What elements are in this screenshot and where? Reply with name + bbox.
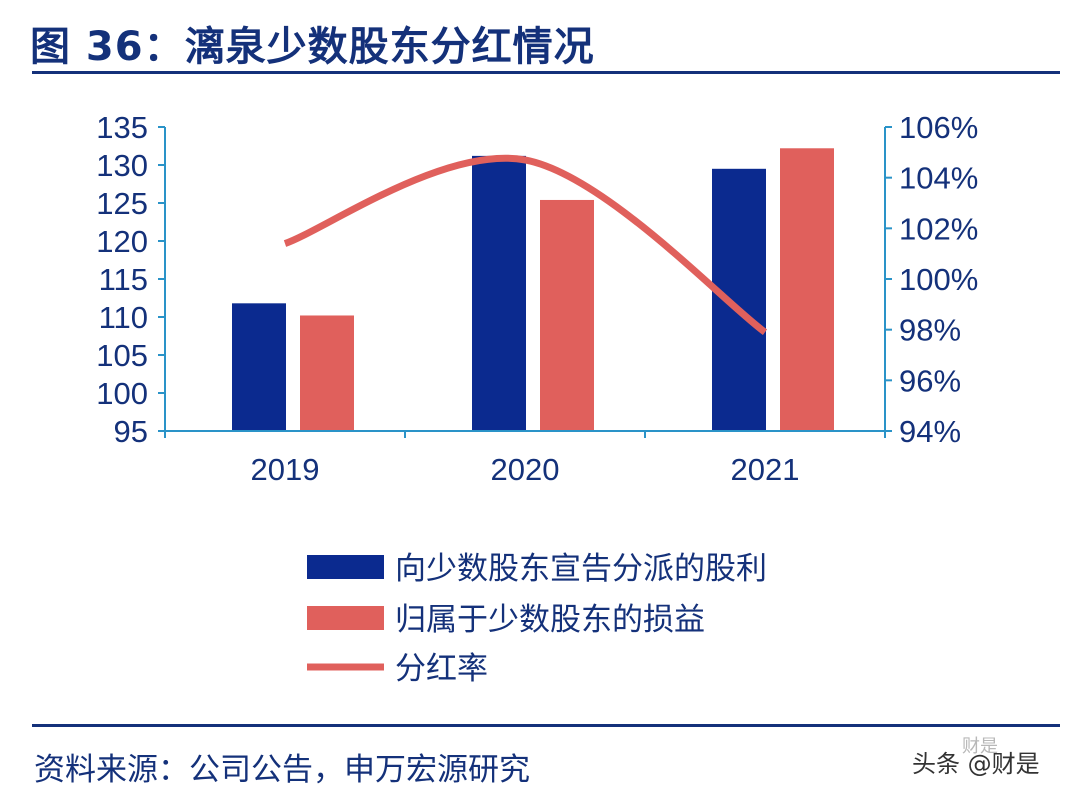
legend-label-0: 向少数股东宣告分派的股利 xyxy=(395,551,767,587)
right-tick-label: 98% xyxy=(899,313,961,348)
left-tick-label: 110 xyxy=(99,300,148,335)
right-tick-label: 100% xyxy=(899,262,978,297)
right-tick-label: 104% xyxy=(899,161,978,196)
legend-swatch-1 xyxy=(307,606,384,630)
bar-dividend-2020 xyxy=(472,155,526,431)
chart-title: 图 36：漓泉少数股东分红情况 xyxy=(30,24,595,70)
legend-label-2: 分红率 xyxy=(395,651,488,687)
source-note: 资料来源：公司公告，申万宏源研究 xyxy=(34,752,530,788)
legend-label-1: 归属于少数股东的损益 xyxy=(395,602,705,638)
x-tick-label-2020: 2020 xyxy=(491,452,560,487)
right-tick-label: 94% xyxy=(899,414,961,449)
legend-swatch-0 xyxy=(307,555,384,579)
x-tick-label-2019: 2019 xyxy=(251,452,320,487)
bar-dividend-2019 xyxy=(232,303,286,431)
right-tick-label: 96% xyxy=(899,363,961,398)
footer-divider xyxy=(32,724,1060,727)
left-tick-label: 95 xyxy=(114,414,148,449)
right-tick-label: 102% xyxy=(899,211,978,246)
left-tick-label: 130 xyxy=(96,148,148,183)
bar-dividend-2021 xyxy=(712,168,766,432)
watermark-faint: 财是 xyxy=(962,736,998,757)
left-tick-label: 120 xyxy=(96,224,148,259)
left-tick-label: 135 xyxy=(96,110,148,145)
bar-minority-income-2021 xyxy=(780,148,834,431)
left-tick-label: 105 xyxy=(96,338,148,373)
left-tick-label: 115 xyxy=(99,262,148,297)
watermark: 头条 @财是 xyxy=(912,750,1040,778)
left-tick-label: 125 xyxy=(96,186,148,221)
bar-minority-income-2020 xyxy=(540,199,594,431)
title-divider xyxy=(32,71,1060,74)
bar-minority-income-2019 xyxy=(300,315,354,431)
right-tick-label: 106% xyxy=(899,110,978,145)
payout-ratio-line xyxy=(283,154,768,336)
left-tick-label: 100 xyxy=(96,376,148,411)
x-tick-label-2021: 2021 xyxy=(731,452,800,487)
